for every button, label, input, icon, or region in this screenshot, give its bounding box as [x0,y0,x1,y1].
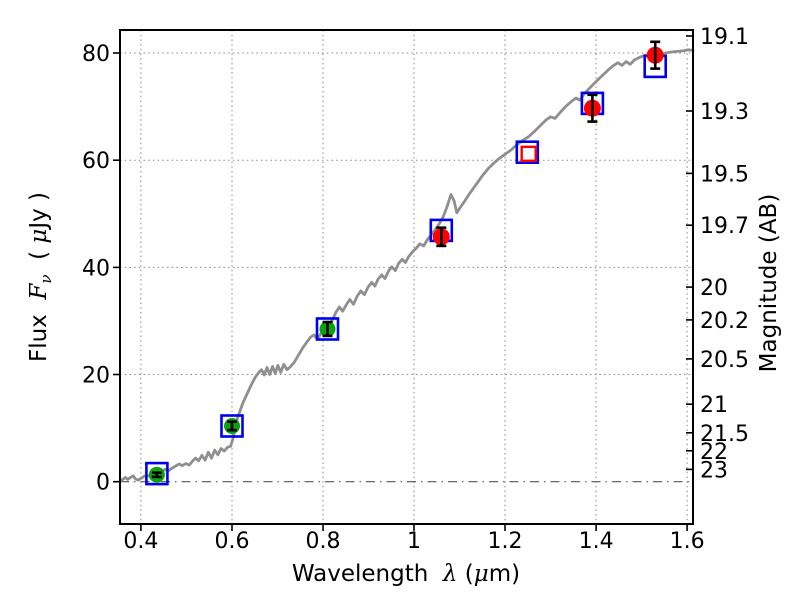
y-tick-label-left: 60 [82,149,110,174]
gridlines [120,30,693,524]
y-tick-label-left: 40 [82,256,110,281]
y-tick-label-right: 19.7 [700,214,749,239]
spectrum-path [118,48,695,482]
y-tick-label-right: 19.5 [700,162,749,187]
x-tick-label: 1 [407,529,421,554]
nu-subscript: ν [37,275,55,284]
open-square-marker [220,414,244,438]
x-tick-label: 1.4 [579,529,614,554]
open-square-marker [515,140,540,164]
x-tick-label: 0.8 [306,529,341,554]
x-tick-label: 0.6 [215,529,250,554]
left-y-axis-label: Flux Fν ( μJy ) [26,192,55,362]
mu-symbol: μ [474,561,489,587]
y-tick-label-left: 0 [96,471,110,496]
plot-border [119,29,694,525]
tick-labels: 0.4 0.6 0.8 1 1.2 1.4 1.6 0 20 40 60 80 19.1 19.3 19.5… [82,25,749,554]
photometry-points [148,46,664,483]
flux-unit-open: ( [26,244,52,275]
right-y-axis-label: Magnitude (AB) [756,194,782,373]
x-axis-label-close: m) [489,561,520,587]
y-tick-label-right: 20.2 [700,309,749,334]
y-tick-label-right: 20.5 [700,348,749,373]
x-tick-label: 1.6 [670,529,705,554]
mu-symbol-flux: μ [26,229,52,244]
model-spectrum-line [118,48,695,482]
error-bars [151,40,661,479]
x-axis-label: Wavelength λ (μm) [292,561,520,587]
y-tick-label-right: 20 [700,276,728,301]
lambda-symbol: λ [442,561,458,587]
open-square-marker [520,145,537,163]
x-tick-label: 1.2 [488,529,523,554]
y-tick-label-right: 21.5 [700,422,749,447]
photometry-squares [145,54,668,486]
flux-symbol: F [26,283,52,301]
y-tick-label-right: 19.1 [700,25,749,50]
y-tick-label-right: 19.3 [700,100,749,125]
y-tick-label-left: 80 [82,42,110,67]
x-axis-label-paren: ( [458,561,474,587]
flux-word: Flux [26,300,52,362]
y-tick-label-left: 20 [82,364,110,389]
y-tick-label-right: 21 [700,393,728,418]
y-tick-label-right: 22 [700,440,728,465]
open-square-marker [145,461,169,486]
x-axis-label-word: Wavelength [292,561,443,587]
x-tick-label: 0.4 [123,529,158,554]
y-tick-label-right: 23 [700,458,728,483]
axes [113,29,694,531]
flux-unit-close: Jy ) [26,192,52,231]
open-square-marker [315,317,340,341]
